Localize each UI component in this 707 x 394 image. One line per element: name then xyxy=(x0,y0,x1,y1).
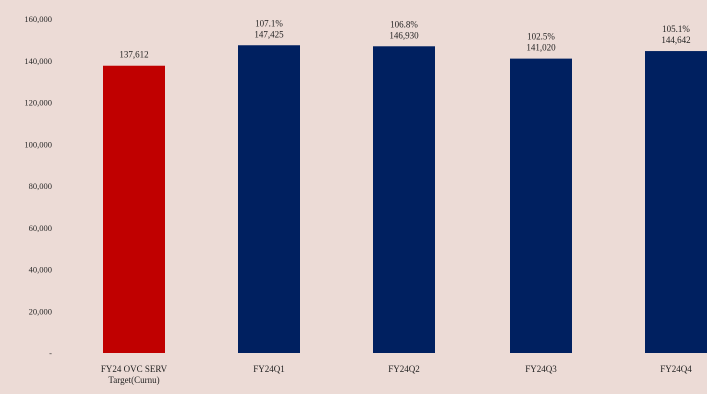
y-tick-label: 80,000 xyxy=(29,181,52,191)
bar-value-label: 147,425 xyxy=(254,29,284,39)
y-tick-label: 100,000 xyxy=(24,139,52,149)
category-label: Target(Curnu) xyxy=(108,375,159,385)
bar xyxy=(645,51,707,354)
bar-value-label: 137,612 xyxy=(119,50,148,60)
category-label: FY24Q4 xyxy=(660,364,692,374)
bar-value-label: 144,642 xyxy=(661,35,690,45)
y-tick-label: 140,000 xyxy=(24,56,52,66)
bar xyxy=(373,46,435,353)
y-tick-label: 40,000 xyxy=(29,265,52,275)
y-tick-label: 120,000 xyxy=(24,98,52,108)
bar-percent-label: 105.1% xyxy=(662,24,690,34)
bar-value-label: 146,930 xyxy=(389,30,419,40)
bar-percent-label: 107.1% xyxy=(255,18,283,28)
bar xyxy=(238,45,300,354)
category-label: FY24 OVC SERV xyxy=(101,364,168,374)
bar xyxy=(510,58,572,353)
category-label: FY24Q3 xyxy=(525,364,557,374)
bar-value-label: 141,020 xyxy=(526,43,556,53)
y-tick-label: 60,000 xyxy=(29,223,52,233)
category-label: FY24Q1 xyxy=(253,364,285,374)
y-tick-label: 160,000 xyxy=(24,14,52,24)
y-tick-label: - xyxy=(49,348,52,358)
category-label: FY24Q2 xyxy=(388,364,420,374)
bar xyxy=(103,65,165,353)
bar-percent-label: 106.8% xyxy=(390,19,418,29)
bar-percent-label: 102.5% xyxy=(527,32,555,42)
y-tick-label: 20,000 xyxy=(29,306,52,316)
